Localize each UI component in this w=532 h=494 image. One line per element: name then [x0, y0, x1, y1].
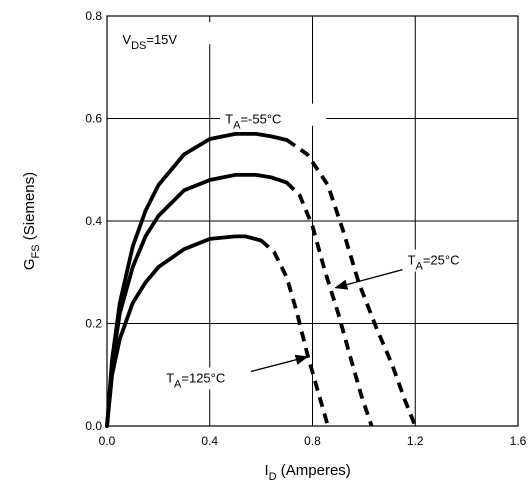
- condition-label-sub: DS: [131, 40, 146, 52]
- condition-label-bg: [117, 22, 212, 45]
- series-1-label-bg: [404, 249, 485, 272]
- series-1-arrow: [334, 269, 403, 290]
- series-2-label-main: T: [166, 370, 174, 385]
- series-2-label-rest: =125°C: [181, 370, 225, 385]
- series-0-label-bg: [220, 103, 327, 126]
- condition-label-main: V: [122, 32, 131, 47]
- y-tick-label-0: 0.0: [85, 419, 102, 433]
- series-2-solid-line: [105, 234, 264, 428]
- x-tick-label-2: 0.8: [304, 434, 321, 448]
- x-tick-label-1: 0.4: [201, 434, 218, 448]
- series-0-label-rest: =-55°C: [240, 112, 281, 127]
- series-2-dashed-line: [259, 239, 330, 427]
- plot-border: [106, 15, 519, 427]
- y-axis-title-sub: FS: [30, 244, 42, 258]
- series-1-label: TA=25°C: [408, 253, 460, 273]
- y-tick-label-2: 0.4: [85, 214, 102, 228]
- y-axis-title: GFS (Siemens): [21, 172, 42, 270]
- series-2-label-bg: [163, 367, 252, 390]
- series-0-label: TA=-55°C: [225, 112, 281, 132]
- x-axis-title-main: I: [265, 462, 269, 479]
- series-lines: [105, 131, 417, 428]
- series-1-dashed-line: [285, 181, 374, 427]
- y-axis-title-main: G: [21, 258, 38, 270]
- axis-titles: ID (Amperes) GFS (Siemens): [21, 172, 351, 483]
- y-axis-title-rest: (Siemens): [21, 172, 38, 245]
- series-0-label-main: T: [225, 112, 233, 127]
- y-tick-label-3: 0.6: [85, 112, 102, 126]
- plot-frame: [106, 15, 519, 427]
- x-tick-label-3: 1.2: [407, 434, 424, 448]
- grid: [106, 15, 519, 427]
- series-0-dashed-line: [285, 138, 417, 427]
- series-1-label-sub: A: [415, 261, 423, 273]
- series-2-label-sub: A: [174, 378, 182, 390]
- x-axis-title-sub: D: [269, 471, 277, 483]
- series-2-label: TA=125°C: [166, 370, 225, 390]
- condition-label-rest: =15V: [146, 32, 177, 47]
- series-1-label-rest: =25°C: [423, 253, 460, 268]
- x-tick-label-0: 0.0: [99, 434, 116, 448]
- condition-label: VDS=15V: [122, 32, 177, 52]
- y-tick-label-4: 0.8: [85, 9, 102, 23]
- y-tick-label-1: 0.2: [85, 317, 102, 331]
- tick-labels: 0.0 0.4 0.8 1.2 1.6 0.0 0.2 0.4 0.6 0.8: [85, 9, 526, 448]
- x-axis-title-rest: (Amperes): [277, 462, 351, 479]
- series-1-solid-line: [105, 172, 289, 428]
- series-0-label-sub: A: [233, 120, 241, 132]
- x-tick-label-4: 1.6: [510, 434, 527, 448]
- series-1-label-main: T: [408, 253, 416, 268]
- series-2-arrow: [248, 354, 309, 373]
- x-axis-title: ID (Amperes): [265, 462, 351, 483]
